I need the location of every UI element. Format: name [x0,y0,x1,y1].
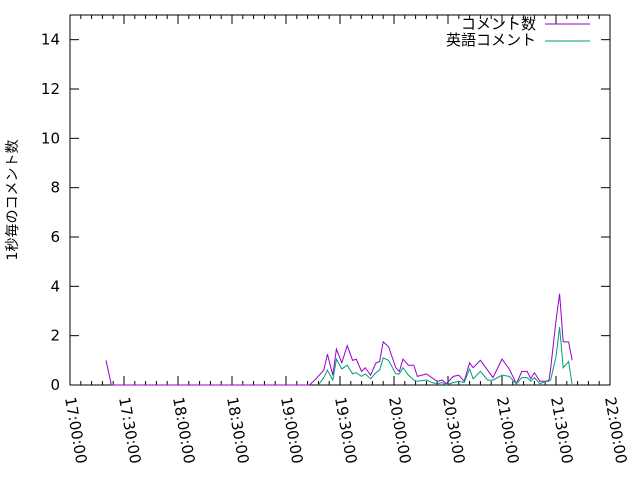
series-line-1 [318,327,572,385]
x-tick-label: 22:00:00 [601,396,630,465]
y-tick-label: 14 [41,31,60,49]
x-tick-label: 19:00:00 [277,396,306,465]
y-tick-label: 12 [41,80,60,98]
y-tick-label: 2 [50,327,60,345]
x-tick-label: 19:30:00 [331,396,360,465]
y-tick-label: 10 [41,129,60,147]
legend: コメント数 英語コメント [446,15,590,49]
x-tick-label: 20:00:00 [385,396,414,465]
y-axis-label: 1秒毎のコメント数 [5,140,21,261]
series-line-0 [106,294,572,385]
y-tick-label: 6 [50,228,60,246]
x-tick-label: 18:30:00 [223,396,252,465]
legend-label-1: 英語コメント [446,31,536,49]
y-tick-label: 4 [50,277,60,295]
x-tick-label: 17:00:00 [61,396,90,465]
x-tick-label: 20:30:00 [439,396,468,465]
x-tick-label: 18:00:00 [169,396,198,465]
x-tick-label: 21:30:00 [547,396,576,465]
plot-border [70,15,610,385]
y-tick-label: 0 [50,376,60,394]
y-tick-label: 8 [50,179,60,197]
x-tick-label: 21:00:00 [493,396,522,465]
x-tick-label: 17:30:00 [115,396,144,465]
